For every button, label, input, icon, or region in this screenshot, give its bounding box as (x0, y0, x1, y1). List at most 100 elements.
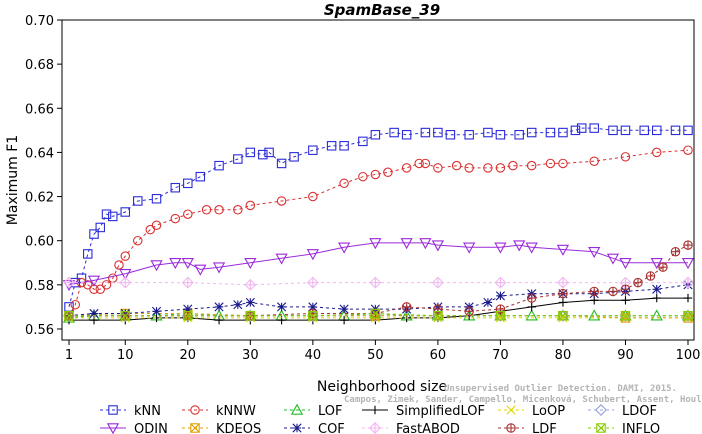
point-ldf (558, 288, 568, 299)
legend-entry-odin: ODIN (100, 422, 168, 434)
point-knn (183, 178, 193, 189)
point-ldf (658, 262, 668, 272)
y-tick-label: 0.64 (25, 146, 54, 161)
point-knnw (170, 213, 181, 224)
point-knn (620, 125, 631, 136)
point-knn (133, 196, 143, 206)
point-ldf (620, 284, 631, 294)
point-knn (558, 127, 568, 138)
point-odin (463, 242, 476, 254)
point-knn (570, 125, 581, 136)
x-tick-label: 70 (492, 348, 509, 363)
point-odin (513, 240, 526, 252)
series-inflo (64, 308, 693, 321)
legend-marker-simplifiedlof (370, 405, 380, 415)
point-knnw (495, 163, 506, 173)
point-simplifiedlof (558, 298, 568, 307)
point-knn (233, 154, 243, 164)
legend-entry-simplifiedlof: SimplifiedLOF (362, 404, 485, 419)
point-odin (525, 242, 538, 254)
point-fastabod (431, 276, 444, 289)
point-cof (151, 306, 162, 316)
point-knnw (201, 205, 212, 215)
point-odin (494, 242, 507, 254)
point-knn (151, 194, 162, 204)
legend-entry-inflo: INFLO (588, 422, 660, 434)
x-tick-label: 60 (430, 348, 447, 363)
point-odin (369, 238, 382, 250)
point-cof (339, 304, 349, 314)
point-odin (400, 238, 413, 250)
point-knnw (464, 163, 474, 173)
point-knn (170, 182, 181, 193)
plot-area (62, 123, 695, 325)
point-knnw (508, 160, 518, 171)
point-knn (483, 127, 493, 138)
point-knnw (451, 160, 462, 171)
legend-entry-ldf: LDF (498, 422, 557, 434)
point-cof (183, 304, 193, 314)
x-tick-label: 40 (305, 348, 322, 363)
legend-entry-knnw: kNNW (182, 404, 256, 419)
point-knnw (545, 158, 556, 169)
point-knn (433, 127, 443, 138)
legend-entry-ldof: LDOF (588, 404, 657, 419)
point-loop (495, 313, 506, 323)
point-odin (212, 262, 226, 274)
point-knnw (483, 163, 493, 173)
point-knnw (358, 171, 368, 182)
point-odin (306, 249, 319, 261)
legend-entry-kdeos: KDEOS (182, 422, 261, 434)
point-knn (101, 209, 112, 219)
point-lof (525, 309, 538, 321)
point-fastabod (556, 276, 569, 289)
x-tick-label: 10 (117, 348, 134, 363)
point-knn (514, 130, 524, 140)
point-inflo (120, 310, 131, 321)
point-knn (276, 158, 287, 169)
series-line-knnw (68, 149, 689, 316)
series-line-odin (68, 242, 688, 286)
point-fastabod (244, 278, 257, 291)
legend-marker-lof (290, 403, 304, 415)
point-simplifiedlof (652, 293, 661, 303)
point-odin (650, 258, 663, 270)
x-tick-label: 90 (617, 348, 634, 363)
x-tick-label: 50 (367, 348, 384, 363)
point-simplifiedlof (621, 296, 630, 305)
point-ldf (608, 286, 618, 297)
point-knn (258, 149, 268, 160)
point-ldf (589, 286, 599, 297)
legend-label-knnw: kNNW (216, 404, 256, 419)
point-odin (431, 240, 445, 252)
point-inflo (495, 310, 506, 321)
point-knnw (70, 299, 81, 310)
point-odin (556, 244, 570, 256)
point-inflo (620, 310, 631, 321)
legend-entry-knn: kNN (100, 404, 161, 419)
point-knn (589, 123, 599, 133)
legend-marker-odin (106, 423, 120, 434)
point-knnw (401, 163, 412, 173)
point-knn (95, 222, 106, 233)
point-knnw (339, 178, 349, 189)
y-tick-label: 0.66 (25, 102, 54, 117)
point-odin (681, 258, 695, 270)
point-inflo (433, 310, 443, 321)
point-knnw (214, 205, 224, 215)
point-fastabod (63, 276, 75, 289)
legend-label-ldof: LDOF (622, 404, 657, 419)
x-tick-label: 1 (65, 348, 73, 363)
legend-label-cof: COF (318, 422, 345, 434)
y-tick-label: 0.68 (25, 58, 54, 73)
legend-label-kdeos: KDEOS (216, 422, 261, 434)
y-tick-label: 0.70 (25, 14, 54, 29)
point-ldof (556, 309, 569, 322)
series-knnw (64, 145, 693, 321)
x-tick-label: 30 (242, 348, 259, 363)
point-knn (389, 127, 399, 138)
y-tick-label: 0.62 (25, 191, 54, 206)
point-knn (83, 249, 93, 259)
point-knnw (245, 200, 256, 211)
point-knn (526, 127, 537, 138)
